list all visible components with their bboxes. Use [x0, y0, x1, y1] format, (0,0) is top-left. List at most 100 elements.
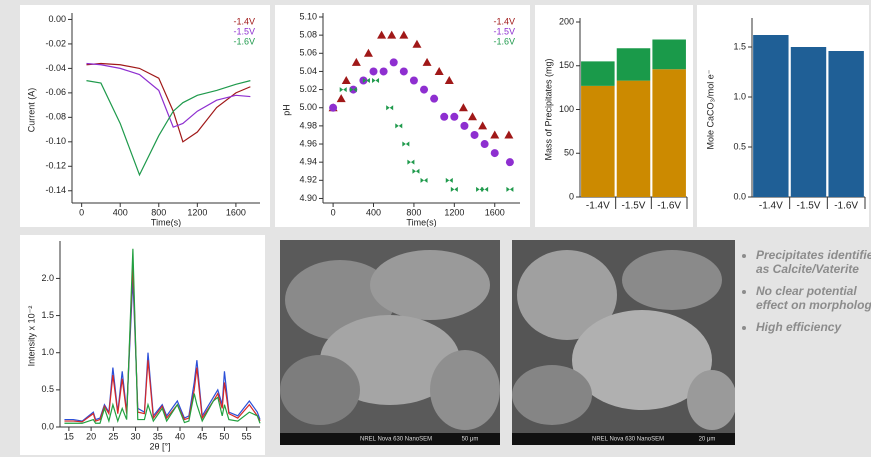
point [412, 169, 419, 174]
y-tick-label: 0.5 [733, 141, 746, 151]
x-tick-label: 0 [79, 207, 84, 217]
point [435, 67, 444, 75]
particle [687, 370, 735, 430]
point [491, 149, 499, 157]
y-axis-label: pH [281, 104, 291, 116]
x-tick-label: 1200 [187, 207, 207, 217]
y-tick-label: 2.0 [41, 273, 54, 283]
y-tick-label: 150 [559, 60, 574, 70]
x-tick-label: 1600 [226, 207, 246, 217]
point [423, 58, 432, 66]
x-tick-label: 800 [151, 207, 166, 217]
point [387, 31, 396, 39]
x-tick-label: 40 [175, 431, 185, 441]
x-tick-label: 0 [331, 207, 336, 217]
point [451, 187, 458, 192]
particle [280, 355, 360, 425]
bar [652, 69, 686, 197]
point [372, 78, 379, 83]
point [446, 178, 453, 183]
bar [581, 86, 615, 197]
y-tick-label: 5.02 [299, 84, 317, 94]
legend-entry: -1.4V [493, 16, 515, 26]
y-tick-label: 0.5 [41, 384, 54, 394]
point [410, 77, 418, 85]
y-axis-label: Intensity x 10⁻² [26, 306, 36, 367]
x-axis-label: Time(s) [151, 217, 181, 227]
point [471, 131, 479, 139]
point [386, 105, 393, 110]
bar [581, 61, 615, 86]
sem-scale: 20 μm [699, 437, 716, 443]
y-tick-label: 200 [559, 16, 574, 26]
sem-caption: NREL Nova 630 NanoSEM [592, 437, 664, 443]
series-line [86, 64, 250, 128]
y-tick-label: 4.98 [299, 120, 317, 130]
y-tick-label: -0.02 [45, 38, 66, 48]
point [459, 103, 468, 111]
x-tick-label: -1.4V [759, 201, 783, 212]
y-axis-label: Current (A) [26, 88, 36, 133]
y-tick-label: 0 [569, 191, 574, 201]
x-tick-label: 20 [86, 431, 96, 441]
sem-image: NREL Nova 630 NanoSEM 50 μm [280, 240, 500, 445]
point [490, 130, 499, 138]
point [340, 87, 347, 92]
point [445, 76, 454, 84]
x-tick-label: 50 [219, 431, 229, 441]
y-axis-label: Mass of Precipitates (mg) [543, 58, 553, 160]
legend-entry: -1.5V [493, 26, 515, 36]
x-axis-label: Time(s) [406, 217, 436, 227]
point [460, 122, 468, 130]
point [504, 130, 513, 138]
x-tick-label: 35 [153, 431, 163, 441]
point [370, 67, 378, 75]
point [337, 94, 346, 102]
x-tick-label: -1.6V [834, 201, 858, 212]
y-tick-label: 4.94 [299, 157, 317, 167]
y-tick-label: 4.92 [299, 175, 317, 185]
particle [430, 350, 500, 430]
x-tick-label: 400 [366, 207, 381, 217]
point [352, 58, 361, 66]
bar [617, 48, 651, 80]
point [430, 95, 438, 103]
particle [622, 250, 722, 310]
slide: 0.00-0.02-0.04-0.06-0.08-0.10-0.12-0.140… [0, 0, 871, 457]
y-tick-label: -0.14 [45, 185, 66, 195]
x-tick-label: 15 [64, 431, 74, 441]
series-line [64, 278, 260, 421]
legend-entry: -1.6V [233, 36, 255, 46]
x-tick-label: -1.4V [586, 201, 610, 212]
point [395, 123, 402, 128]
y-tick-label: 5.00 [299, 102, 317, 112]
x-tick-label: 30 [131, 431, 141, 441]
y-tick-label: 0.0 [733, 191, 746, 201]
x-tick-label: -1.5V [797, 201, 821, 212]
series-line [64, 249, 260, 424]
bullet: High efficiency [756, 320, 871, 334]
bar [617, 81, 651, 197]
y-tick-label: 5.04 [299, 66, 317, 76]
point [400, 67, 408, 75]
legend-entry: -1.6V [493, 36, 515, 46]
legend-entry: -1.5V [233, 26, 255, 36]
x-tick-label: -1.5V [622, 201, 646, 212]
point [407, 160, 414, 165]
point [399, 31, 408, 39]
y-tick-label: -0.04 [45, 63, 66, 73]
x-tick-label: 45 [197, 431, 207, 441]
y-tick-label: 0.0 [41, 421, 54, 431]
series-line [64, 264, 260, 422]
x-tick-label: 1200 [444, 207, 464, 217]
y-tick-label: 1.0 [733, 91, 746, 101]
point [377, 31, 386, 39]
series-line [86, 81, 250, 175]
y-tick-label: 1.0 [41, 347, 54, 357]
y-tick-label: 1.5 [41, 310, 54, 320]
point [390, 58, 398, 66]
y-tick-label: 50 [564, 148, 574, 158]
point [402, 142, 409, 147]
y-tick-label: 100 [559, 104, 574, 114]
